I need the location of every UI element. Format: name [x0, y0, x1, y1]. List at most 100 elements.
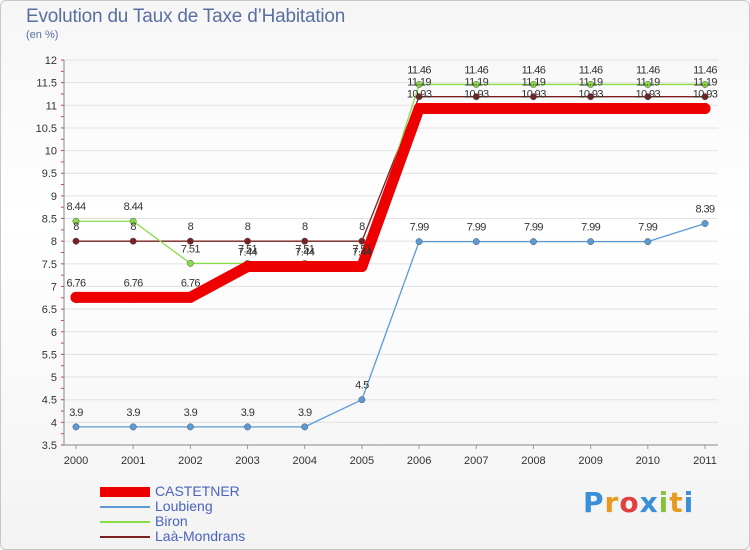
data-point — [530, 93, 537, 101]
data-label: 3.9 — [241, 407, 255, 419]
y-tick-label: 7 — [51, 281, 57, 293]
data-point — [644, 81, 652, 88]
data-label: 6.76 — [66, 277, 85, 289]
y-tick-label: 11 — [46, 100, 57, 112]
legend-swatch — [100, 536, 150, 538]
y-tick-label: 6 — [51, 327, 57, 339]
y-tick-label: 6.5 — [42, 304, 57, 316]
data-label: 7.99 — [581, 222, 600, 234]
data-point — [358, 396, 366, 404]
y-tick-label: 4.5 — [42, 395, 57, 407]
data-point — [587, 93, 595, 101]
data-point — [129, 237, 137, 245]
data-label: 3.9 — [69, 407, 83, 419]
data-label: 11.46 — [693, 64, 717, 76]
series-line-castetner — [70, 102, 711, 303]
data-point — [301, 237, 309, 245]
series-line-loubieng — [75, 222, 706, 428]
y-tick-label: 8.5 — [42, 214, 57, 226]
logo-letter: i — [683, 486, 695, 519]
data-label: 7.99 — [410, 222, 429, 234]
data-point — [470, 102, 482, 114]
y-tick-label: 5.5 — [42, 349, 57, 361]
data-label: 10.93 — [464, 88, 489, 100]
data-label: 11.19 — [464, 77, 488, 89]
data-label: 7.99 — [638, 222, 657, 234]
data-point — [530, 81, 537, 88]
data-label: 8 — [73, 221, 79, 233]
x-tick-label: 2000 — [64, 455, 88, 467]
data-label: 7.51 — [181, 243, 200, 255]
x-tick-label: 2003 — [235, 455, 259, 467]
data-label: 7.51 — [295, 243, 314, 255]
data-label: 10.93 — [407, 88, 432, 100]
data-point — [701, 81, 709, 88]
logo-letter: i — [658, 486, 670, 519]
data-label: 8 — [359, 221, 365, 233]
data-label: 11.46 — [464, 64, 488, 76]
data-point — [415, 81, 423, 88]
data-label: 3.9 — [126, 407, 140, 419]
data-point — [184, 291, 196, 303]
data-point — [72, 217, 80, 225]
y-tick-label: 9.5 — [42, 168, 57, 180]
data-point — [642, 102, 654, 114]
y-tick-label: 9 — [51, 191, 57, 203]
data-point — [358, 237, 366, 245]
data-point — [72, 237, 80, 245]
y-tick-label: 7.5 — [42, 259, 57, 271]
logo-letter: P — [583, 486, 605, 519]
data-point — [527, 102, 539, 114]
data-point — [644, 93, 652, 101]
data-point — [299, 261, 311, 273]
data-point — [129, 423, 137, 431]
data-label: 8 — [188, 221, 194, 233]
x-tick-label: 2002 — [178, 455, 202, 467]
data-label: 8.39 — [695, 204, 714, 216]
x-tick-label: 2011 — [693, 455, 717, 467]
data-point — [244, 423, 251, 431]
data-label: 11.19 — [579, 77, 603, 89]
data-point — [186, 237, 194, 245]
data-point — [413, 102, 425, 114]
legend-swatch — [100, 521, 150, 523]
data-point — [472, 81, 480, 88]
data-point — [242, 261, 254, 273]
data-point — [472, 238, 480, 246]
data-label: 7.99 — [524, 222, 543, 234]
data-label: 6.76 — [124, 277, 143, 289]
data-label: 7.44 — [295, 247, 314, 259]
data-label: 11.19 — [522, 77, 546, 89]
data-point — [415, 93, 423, 101]
y-tick-label: 10 — [45, 146, 57, 158]
data-label: 7.44 — [238, 247, 257, 259]
y-tick-label: 10.5 — [36, 123, 57, 135]
data-point — [72, 423, 80, 431]
data-point — [301, 423, 309, 431]
data-point — [585, 102, 597, 114]
data-label: 8.44 — [124, 201, 143, 213]
data-point — [472, 93, 480, 101]
logo-letter: o — [619, 486, 640, 519]
data-label: 11.46 — [579, 64, 603, 76]
data-point — [186, 423, 194, 431]
chart-subtitle: (en %) — [26, 29, 59, 41]
y-tick-label: 8 — [51, 236, 57, 248]
data-point — [127, 291, 139, 303]
data-label: 10.93 — [578, 88, 603, 100]
data-label: 8 — [245, 221, 251, 233]
data-point — [356, 261, 368, 273]
data-point — [701, 220, 709, 227]
data-label: 10.93 — [693, 88, 718, 100]
legend-swatch — [100, 487, 150, 497]
data-label: 7.51 — [352, 243, 371, 255]
series-line-laà-mondrans — [75, 96, 706, 242]
data-point — [530, 238, 537, 246]
data-point — [701, 93, 709, 101]
data-label: 8 — [130, 221, 136, 233]
data-label: 11.19 — [636, 77, 660, 89]
data-point — [129, 217, 137, 225]
data-label: 7.44 — [352, 247, 371, 259]
